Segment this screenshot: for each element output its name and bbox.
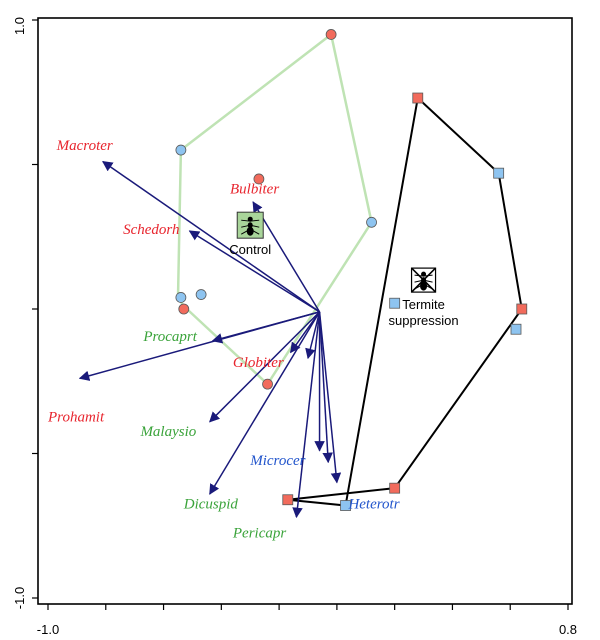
y-tick-label-max: 1.0 xyxy=(12,17,27,35)
species-arrow xyxy=(292,311,321,519)
species-label: Microcer xyxy=(249,453,305,469)
species-label: Bulbiter xyxy=(230,181,279,197)
species-arrow xyxy=(318,311,333,464)
termite-sample-point xyxy=(412,92,424,104)
termite-sample-point xyxy=(493,167,505,179)
control-sample-point xyxy=(325,29,337,40)
plot-frame xyxy=(37,17,573,605)
termite-sample-point xyxy=(510,323,522,335)
termite-sample-point xyxy=(389,297,401,309)
x-tick-label-min: -1.0 xyxy=(37,622,59,637)
species-arrow xyxy=(209,311,321,495)
control-sample-point xyxy=(366,216,377,228)
termite-sample-point xyxy=(340,500,351,511)
species-label: Pericapr xyxy=(232,525,286,541)
termite-sample-point xyxy=(389,482,401,494)
termite-sample-point xyxy=(516,303,528,315)
species-arrows xyxy=(78,160,342,519)
species-arrow xyxy=(318,311,342,484)
species-arrow xyxy=(209,311,321,423)
species-label: Malaysio xyxy=(139,424,196,440)
axis-tick-labels: -1.0 0.8 1.0 -1.0 xyxy=(12,17,577,637)
species-label: Globiter xyxy=(233,355,284,371)
species-label: Prohamit xyxy=(47,410,105,426)
species-arrow xyxy=(305,311,321,360)
species-label: Macroter xyxy=(56,138,113,154)
control-sample-point xyxy=(195,289,207,300)
species-arrow xyxy=(78,311,320,381)
treatment-label: Control xyxy=(229,242,271,257)
y-tick-label-min: -1.0 xyxy=(12,587,27,609)
sample-points xyxy=(175,29,528,511)
control-sample-point xyxy=(175,292,187,303)
species-label: Procaprt xyxy=(142,329,197,345)
species-arrow xyxy=(102,160,320,313)
treatment-label: suppression xyxy=(389,313,459,328)
termite-sample-point xyxy=(282,494,294,506)
crossed-termite-icon xyxy=(410,267,437,293)
species-arrow xyxy=(188,230,320,313)
species-arrow xyxy=(252,201,321,313)
control-sample-point xyxy=(175,144,187,156)
axis-ticks xyxy=(32,19,569,610)
control-sample-point xyxy=(253,173,265,185)
x-tick-label-max: 0.8 xyxy=(559,622,577,637)
control-sample-point xyxy=(262,378,273,390)
species-label: Dicuspid xyxy=(183,496,239,512)
control-sample-point xyxy=(178,303,190,315)
treatment-label: Termite xyxy=(402,297,445,312)
species-label: Heterotr xyxy=(347,496,399,512)
species-label: Schedorh xyxy=(123,222,179,238)
ant-icon xyxy=(236,211,264,239)
species-labels: Macroter Bulbiter Schedorh Procaprt Globiter… xyxy=(47,138,400,541)
